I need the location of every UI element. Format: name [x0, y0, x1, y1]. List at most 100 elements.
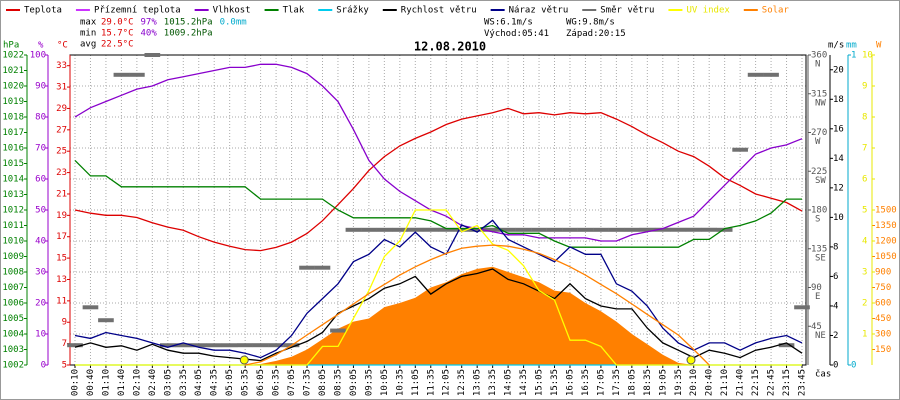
- y-tick-label: 750: [875, 283, 891, 293]
- x-tick-label: 21:10: [720, 369, 730, 396]
- legend-label: Srážky: [336, 6, 369, 16]
- y-tick-label: 27: [56, 125, 67, 135]
- y-tick-label: 23: [56, 168, 67, 178]
- y-tick-label: 16: [833, 124, 844, 134]
- x-tick-label: 09:35: [364, 369, 374, 396]
- y-tick-label: 20: [35, 299, 46, 309]
- direction-name: SW: [815, 176, 826, 186]
- legend-label: UV index: [686, 6, 730, 16]
- sunrise-label: Východ:: [484, 29, 522, 39]
- x-tick-label: 14:05: [504, 369, 514, 396]
- y-tick-label: 50: [35, 206, 46, 216]
- x-tick-label: 13:35: [488, 369, 498, 396]
- x-tick-label: 08:05: [318, 369, 328, 396]
- stat-value: 15.7°C: [101, 29, 134, 39]
- x-tick-label: 10:35: [395, 369, 405, 396]
- axis-unit-label: mm: [846, 41, 857, 51]
- y-tick-label: 1019: [2, 97, 24, 107]
- y-tick-label: 6: [862, 175, 867, 185]
- y-tick-label: 270: [811, 128, 827, 138]
- x-tick-label: 20:40: [705, 369, 715, 396]
- y-tick-label: 40: [35, 237, 46, 247]
- legend-label: Přízemní teplota: [94, 6, 181, 16]
- legend-label: Náraz větru: [509, 6, 569, 16]
- y-tick-label: 1002: [2, 361, 24, 371]
- y-tick-label: 10: [862, 51, 873, 61]
- y-tick-label: 2: [862, 299, 867, 309]
- y-tick-label: 25: [56, 147, 67, 157]
- y-tick-label: 300: [875, 330, 891, 340]
- legend-label: Směr větru: [600, 6, 654, 16]
- y-tick-label: 1011: [2, 221, 24, 231]
- direction-name: S: [815, 215, 820, 225]
- y-tick-label: 1021: [2, 66, 24, 76]
- stat-label: min: [80, 29, 96, 39]
- stat-label: avg: [80, 40, 96, 50]
- legend-label: Solar: [762, 6, 790, 16]
- y-tick-label: 1: [862, 330, 867, 340]
- x-tick-label: 12:05: [442, 369, 452, 396]
- y-tick-label: 1500: [875, 206, 897, 216]
- x-tick-label: 01:10: [101, 369, 111, 396]
- x-tick-label: 18:35: [643, 369, 653, 396]
- chart-title: 12.08.2010: [414, 40, 486, 54]
- y-tick-label: 600: [875, 299, 891, 309]
- y-tick-label: 5: [862, 206, 867, 216]
- wind-speed-stat: WS:6.1m/s: [484, 18, 533, 28]
- legend-label: Tlak: [283, 6, 305, 16]
- series-line: [74, 219, 803, 359]
- sunrise-text: Východ:05:41: [484, 29, 549, 39]
- y-tick-label: 7: [862, 144, 867, 154]
- y-tick-label: 15: [56, 254, 67, 264]
- series-line: [74, 63, 803, 242]
- series-line: [75, 209, 802, 366]
- stat-value: 22.5°C: [101, 40, 134, 50]
- x-tick-label: 04:35: [210, 369, 220, 396]
- axis-unit-label: W: [876, 41, 882, 51]
- x-tick-label: 23:15: [782, 369, 792, 396]
- y-tick-label: 18: [833, 95, 844, 105]
- y-tick-label: 360: [811, 51, 827, 61]
- y-tick-label: 21: [56, 189, 67, 199]
- x-tick-label: 23:45: [798, 369, 808, 396]
- legend-label: Teplota: [24, 6, 62, 16]
- x-tick-label: 11:35: [426, 369, 436, 396]
- y-tick-label: 135: [811, 244, 827, 254]
- y-tick-label: 5: [62, 361, 67, 371]
- x-tick-label: 17:05: [596, 369, 606, 396]
- y-tick-label: 4: [862, 237, 867, 247]
- x-tick-label: 02:40: [148, 369, 158, 396]
- y-tick-label: 0: [41, 361, 46, 371]
- y-tick-label: 1022: [2, 51, 24, 61]
- x-tick-label: 05:35: [241, 369, 251, 396]
- direction-name: N: [815, 60, 820, 70]
- y-tick-label: 1017: [2, 128, 24, 138]
- y-tick-label: 1014: [2, 175, 24, 185]
- y-tick-label: 0: [851, 361, 856, 371]
- x-tick-label: 19:05: [658, 369, 668, 396]
- x-tick-label: 20:10: [689, 369, 699, 396]
- stat-value: 1009.2hPa: [164, 29, 213, 39]
- x-tick-label: 13:05: [473, 369, 483, 396]
- stat-label: max: [80, 18, 97, 28]
- solar-curve: [244, 244, 710, 366]
- y-tick-label: 225: [811, 167, 827, 177]
- x-tick-label: 01:40: [117, 369, 127, 396]
- series-line: [74, 107, 803, 252]
- y-tick-label: 1007: [2, 283, 24, 293]
- y-tick-label: 60: [35, 175, 46, 185]
- y-tick-label: 70: [35, 144, 46, 154]
- axis-unit-label: m/s: [828, 41, 844, 51]
- y-tick-label: 6: [833, 272, 838, 282]
- y-tick-label: 150: [875, 345, 891, 355]
- y-tick-label: 1050: [875, 252, 897, 262]
- y-tick-label: 315: [811, 89, 827, 99]
- y-tick-label: 17: [56, 232, 67, 242]
- y-tick-label: 33: [56, 61, 67, 71]
- y-tick-label: 450: [875, 314, 891, 324]
- x-tick-label: 09:05: [349, 369, 359, 396]
- y-tick-label: 1006: [2, 299, 24, 309]
- y-tick-label: 7: [62, 339, 67, 349]
- y-tick-label: 14: [833, 154, 844, 164]
- x-tick-label: 11:05: [411, 369, 421, 396]
